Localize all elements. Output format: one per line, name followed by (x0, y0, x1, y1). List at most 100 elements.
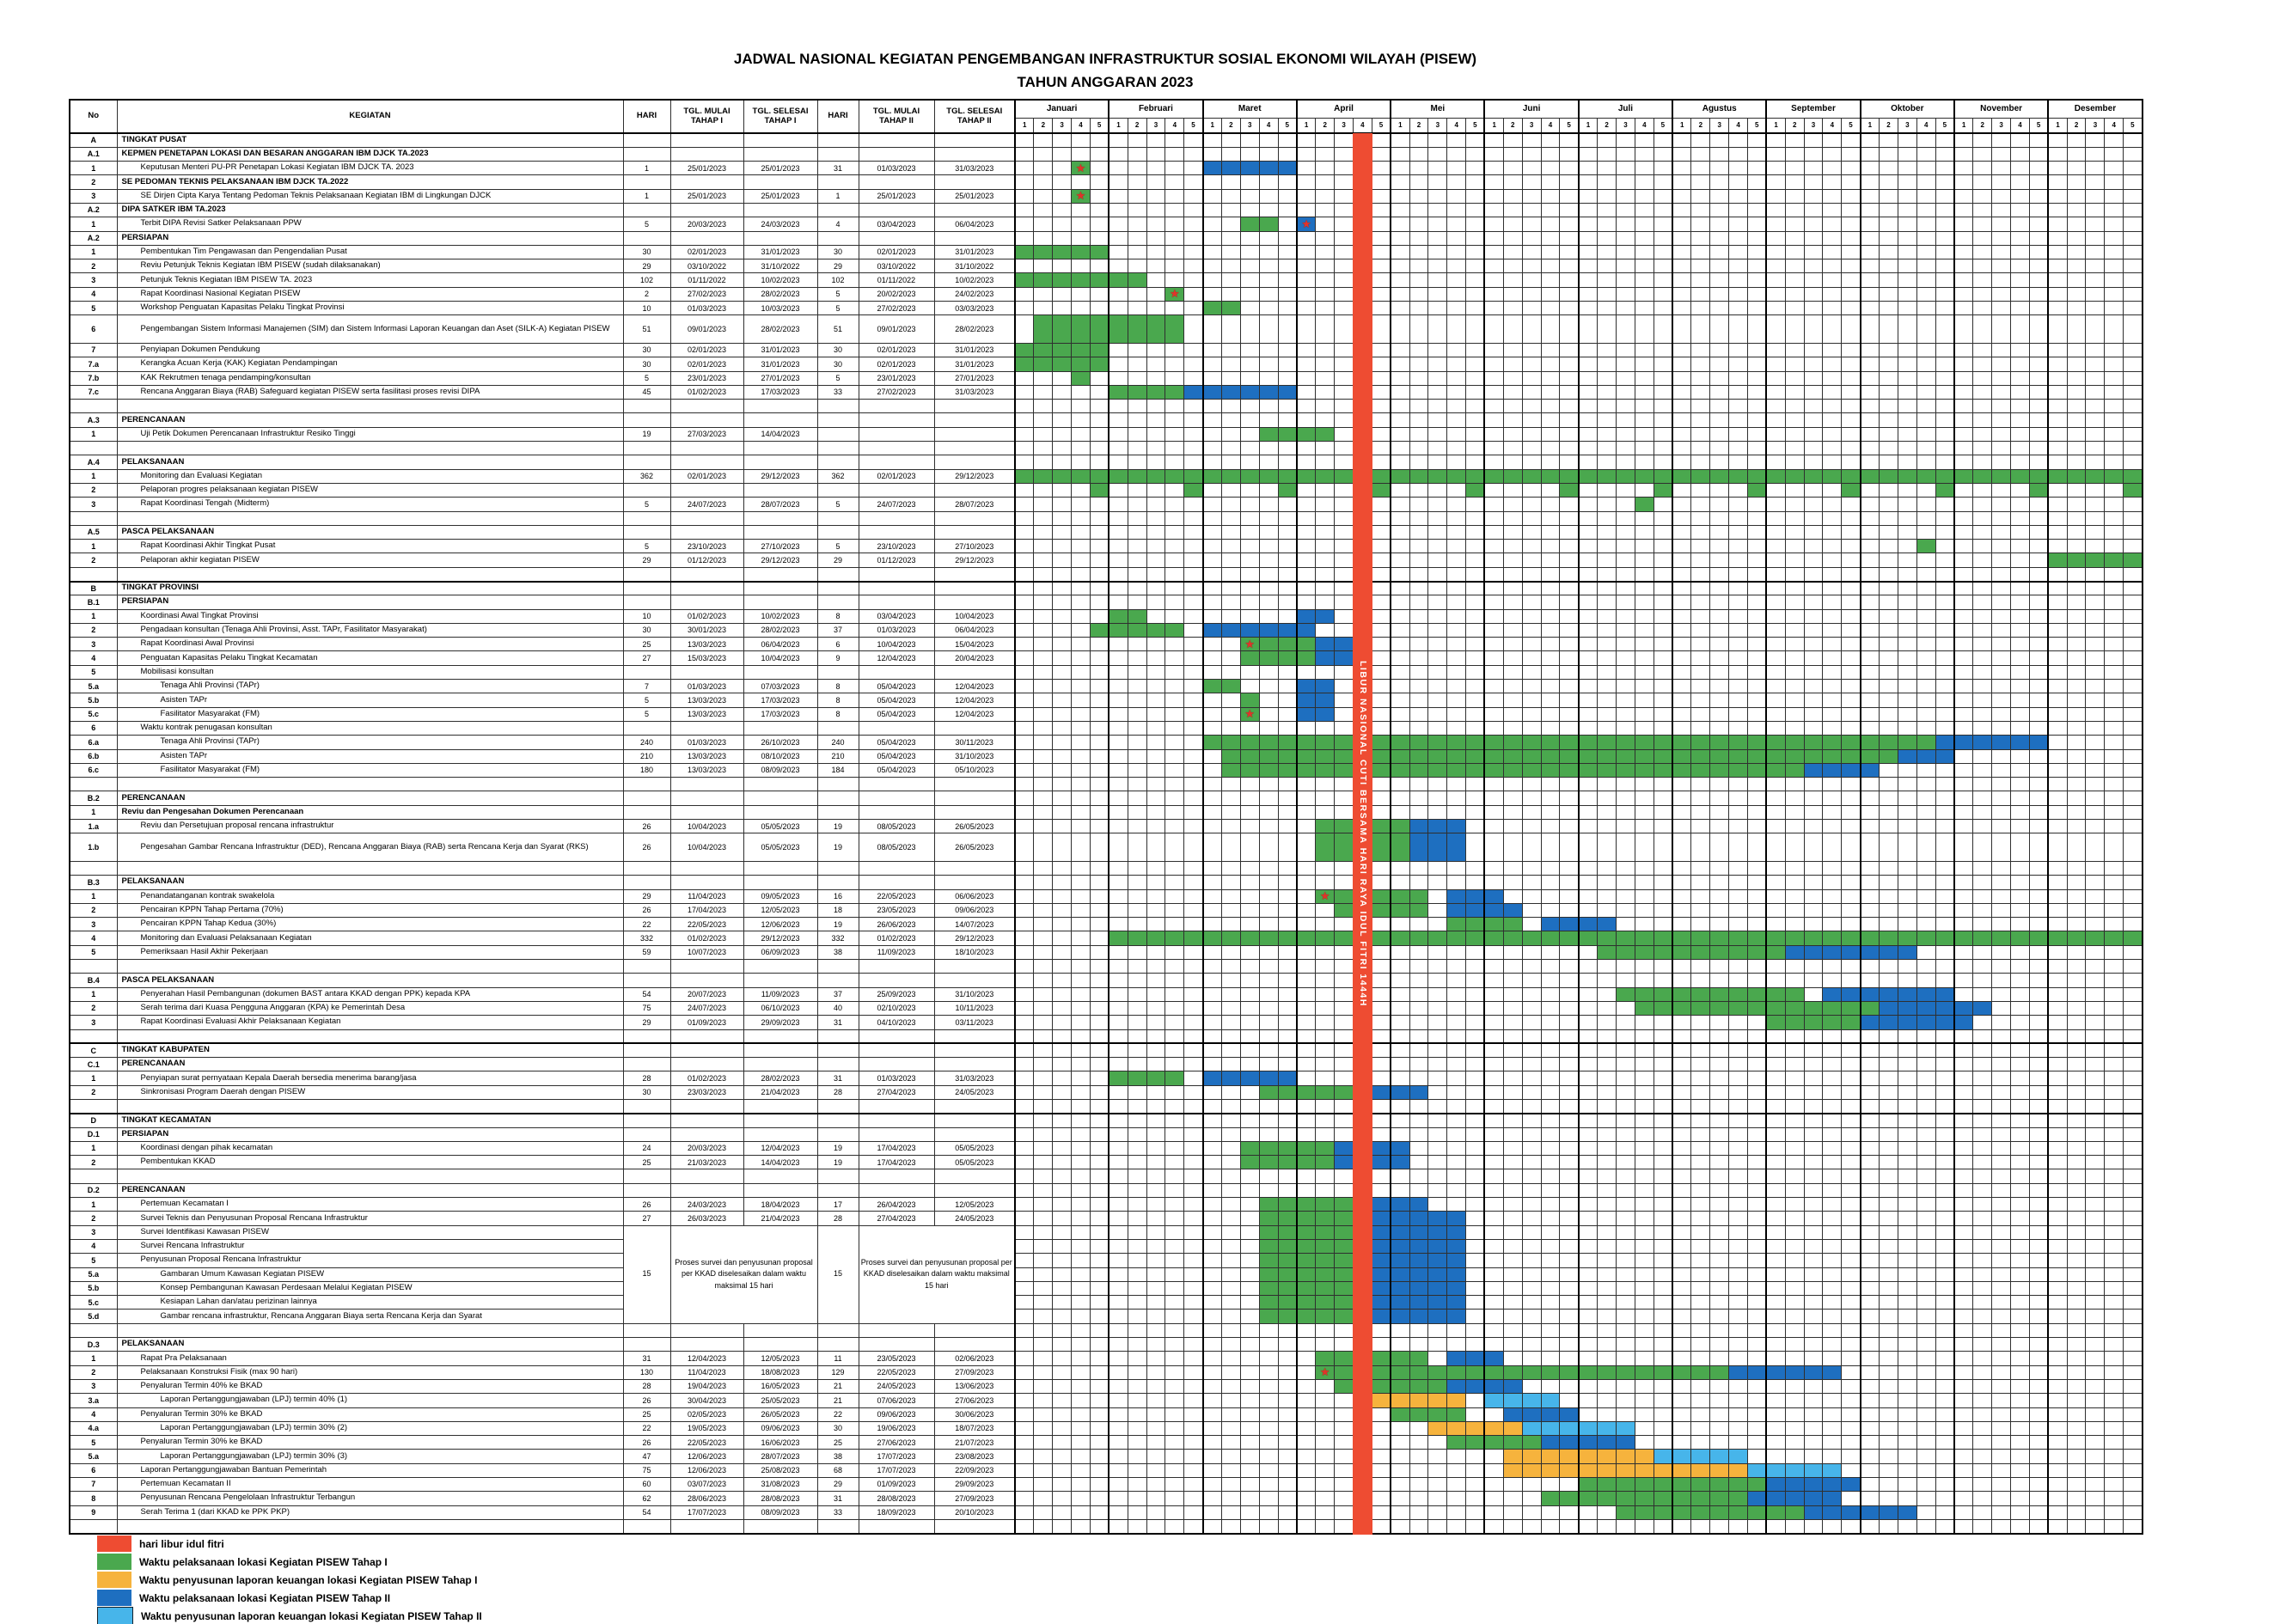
gantt-cell (1483, 637, 1504, 652)
gantt-cell (1879, 426, 1898, 443)
gantt-cell (1728, 720, 1749, 736)
gantt-cell (1409, 131, 1429, 148)
gantt-cell (1822, 230, 1843, 246)
gantt-cell (1446, 482, 1467, 498)
row-number (69, 1029, 118, 1044)
row-number: C.1 (69, 1057, 118, 1072)
gantt-cell (1803, 370, 1824, 386)
gantt-cell (1089, 762, 1109, 778)
gantt-cell (1634, 217, 1654, 232)
gantt-cell (1201, 217, 1222, 232)
gantt-cell (1165, 244, 1185, 260)
gantt-cell (1765, 426, 1786, 443)
gantt-cell (1597, 510, 1617, 526)
gantt-cell (1201, 664, 1222, 681)
gantt-cell (1577, 819, 1599, 834)
gantt-cell (2085, 917, 2106, 932)
task-bar-cell (1916, 539, 1936, 554)
task-bar-cell (1709, 986, 1730, 1002)
gantt-cell (1108, 244, 1128, 260)
task-bar-cell (1916, 1015, 1936, 1030)
gantt-cell (1334, 441, 1354, 456)
gantt-cell (1897, 1057, 1917, 1072)
gantt-cell (2123, 314, 2143, 344)
gantt-cell (1108, 735, 1128, 750)
gantt-cell (1634, 888, 1654, 904)
gantt-cell (1709, 1140, 1730, 1157)
tgl-mulai-tahap1 (669, 202, 744, 218)
gantt-cell (1315, 791, 1336, 806)
gantt-cell (1559, 202, 1580, 218)
task-bar-cell (1841, 468, 1861, 484)
gantt-cell (1165, 161, 1185, 176)
gantt-cell (1295, 959, 1317, 974)
task-bar-cell (1559, 468, 1580, 484)
gantt-cell (2123, 833, 2143, 862)
gantt-cell (1991, 819, 2012, 834)
gantt-cell (1483, 1029, 1504, 1044)
tgl-selesai-tahap1 (743, 131, 818, 148)
gantt-cell (1616, 510, 1635, 526)
row-number: 1 (69, 244, 118, 260)
gantt-cell (2123, 622, 2143, 638)
gantt-cell (1183, 875, 1204, 890)
gantt-cell (1709, 146, 1730, 162)
gantt-cell (1295, 1057, 1317, 1072)
spacer-row (69, 777, 2143, 792)
task-bar-cell (1803, 762, 1824, 778)
gantt-cell (1201, 259, 1222, 274)
gantt-cell (1165, 1112, 1185, 1128)
gantt-cell (1052, 1098, 1073, 1114)
tgl-mulai-tahap2: 27/04/2023 (858, 1084, 935, 1100)
gantt-cell (1765, 188, 1786, 204)
task-bar-cell (1991, 735, 2012, 750)
gantt-cell (1559, 888, 1580, 904)
week-number-header: 3 (1709, 118, 1730, 134)
gantt-cell (1239, 482, 1260, 498)
gantt-cell (1127, 944, 1147, 961)
gantt-cell (1483, 664, 1504, 681)
gantt-cell (1597, 986, 1617, 1002)
gantt-cell (1183, 426, 1204, 443)
tgl-selesai-tahap2: 24/02/2023 (933, 286, 1016, 302)
task-bar-cell (1822, 735, 1843, 750)
gantt-cell (1052, 1071, 1073, 1086)
gantt-cell (1239, 131, 1260, 148)
hari-tahap2: 8 (816, 693, 859, 708)
row-number: 6 (69, 720, 118, 736)
gantt-cell (1784, 399, 1805, 414)
gantt-cell (1146, 230, 1166, 246)
gantt-cell (1014, 622, 1035, 638)
gantt-cell (1071, 553, 1091, 568)
task-bar-cell (1427, 735, 1448, 750)
gantt-cell (1446, 791, 1467, 806)
hari-tahap2 (816, 1042, 859, 1059)
tgl-mulai-tahap1: 30/01/2023 (669, 622, 744, 638)
gantt-cell (2010, 679, 2030, 694)
gantt-cell (1165, 973, 1185, 988)
activity-label: Koordinasi Awal Tingkat Provinsi (116, 608, 624, 624)
gantt-cell (1784, 637, 1805, 652)
gantt-cell (1071, 230, 1091, 246)
gantt-cell (1371, 412, 1391, 428)
gantt-cell (1201, 497, 1222, 512)
gantt-cell (1315, 1042, 1336, 1059)
gantt-cell (1483, 622, 1504, 638)
gantt-cell (1220, 595, 1241, 610)
gantt-cell (1935, 244, 1955, 260)
gantt-cell (1071, 986, 1091, 1002)
activity-label (116, 1029, 624, 1044)
gantt-cell (2104, 875, 2124, 890)
gantt-cell (2066, 693, 2087, 708)
hari-tahap1 (622, 455, 671, 470)
gantt-cell (1427, 230, 1448, 246)
gantt-cell (1409, 1112, 1429, 1128)
gantt-cell (1972, 244, 1993, 260)
task-bar-cell (1371, 902, 1391, 919)
gantt-cell (2047, 693, 2068, 708)
table-row: 2 Pengadaan konsultan (Tenaga Ahli Provin… (69, 622, 2143, 638)
gantt-cell (1841, 566, 1861, 583)
gantt-cell (1033, 679, 1054, 694)
tgl-mulai-tahap2 (858, 777, 935, 792)
task-bar-cell (1634, 1000, 1654, 1017)
